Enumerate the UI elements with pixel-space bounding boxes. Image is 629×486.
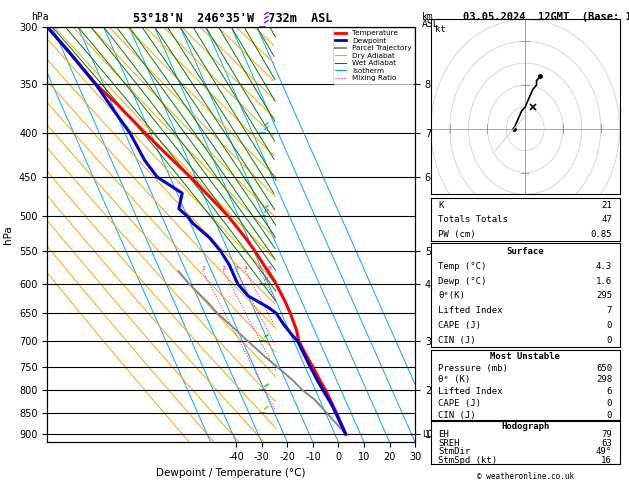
Text: Temp (°C): Temp (°C) — [438, 261, 487, 271]
Text: CAPE (J): CAPE (J) — [438, 321, 481, 330]
Text: PW (cm): PW (cm) — [438, 230, 476, 239]
Text: StmSpd (kt): StmSpd (kt) — [438, 456, 498, 465]
Text: 295: 295 — [596, 292, 612, 300]
X-axis label: Dewpoint / Temperature (°C): Dewpoint / Temperature (°C) — [157, 468, 306, 478]
Text: Most Unstable: Most Unstable — [490, 352, 560, 361]
Text: StmDir: StmDir — [438, 447, 470, 456]
Text: K: K — [438, 201, 444, 210]
Text: 0: 0 — [606, 336, 612, 345]
Legend: Temperature, Dewpoint, Parcel Trajectory, Dry Adiabat, Wet Adiabat, Isotherm, Mi: Temperature, Dewpoint, Parcel Trajectory… — [333, 28, 414, 84]
Text: kt: kt — [435, 25, 445, 34]
Text: 53°18'N  246°35'W  732m  ASL: 53°18'N 246°35'W 732m ASL — [133, 12, 333, 25]
Text: 2: 2 — [221, 266, 225, 271]
Text: 298: 298 — [596, 375, 612, 384]
Text: 21: 21 — [601, 201, 612, 210]
Text: θᵉ (K): θᵉ (K) — [438, 375, 470, 384]
Text: Hodograph: Hodograph — [501, 421, 549, 431]
Text: 0.85: 0.85 — [591, 230, 612, 239]
Text: © weatheronline.co.uk: © weatheronline.co.uk — [477, 472, 574, 481]
Text: 650: 650 — [596, 364, 612, 373]
Text: Lifted Index: Lifted Index — [438, 387, 503, 396]
Text: LCL: LCL — [423, 430, 438, 438]
Text: Pressure (mb): Pressure (mb) — [438, 364, 508, 373]
Text: 6: 6 — [257, 266, 261, 271]
Text: EH: EH — [438, 430, 449, 439]
Text: Totals Totals: Totals Totals — [438, 215, 508, 225]
Text: 4.3: 4.3 — [596, 261, 612, 271]
Text: 79: 79 — [601, 430, 612, 439]
Text: CIN (J): CIN (J) — [438, 411, 476, 419]
Text: 16: 16 — [601, 456, 612, 465]
Y-axis label: km
ASL: km ASL — [447, 235, 465, 256]
Text: Lifted Index: Lifted Index — [438, 306, 503, 315]
Y-axis label: hPa: hPa — [3, 225, 13, 244]
Text: 0: 0 — [606, 321, 612, 330]
Text: 03.05.2024  12GMT  (Base: 18): 03.05.2024 12GMT (Base: 18) — [463, 12, 629, 22]
Text: CIN (J): CIN (J) — [438, 336, 476, 345]
Text: 0: 0 — [606, 399, 612, 408]
Text: 49°: 49° — [596, 447, 612, 456]
Text: Dewp (°C): Dewp (°C) — [438, 277, 487, 286]
Text: 1.6: 1.6 — [596, 277, 612, 286]
Text: ASL: ASL — [421, 19, 439, 30]
Text: Surface: Surface — [506, 247, 544, 256]
Text: 6: 6 — [606, 387, 612, 396]
Text: 63: 63 — [601, 439, 612, 448]
Text: CAPE (J): CAPE (J) — [438, 399, 481, 408]
Text: 4: 4 — [243, 266, 248, 271]
Text: 0: 0 — [606, 411, 612, 419]
Text: 47: 47 — [601, 215, 612, 225]
Text: km: km — [421, 12, 433, 22]
Text: 7: 7 — [606, 306, 612, 315]
Text: 8: 8 — [267, 266, 271, 271]
Text: SREH: SREH — [438, 439, 460, 448]
Text: hPa: hPa — [31, 12, 49, 22]
Text: 3: 3 — [234, 266, 238, 271]
Text: 1: 1 — [201, 266, 205, 271]
Text: θᵉ(K): θᵉ(K) — [438, 292, 465, 300]
